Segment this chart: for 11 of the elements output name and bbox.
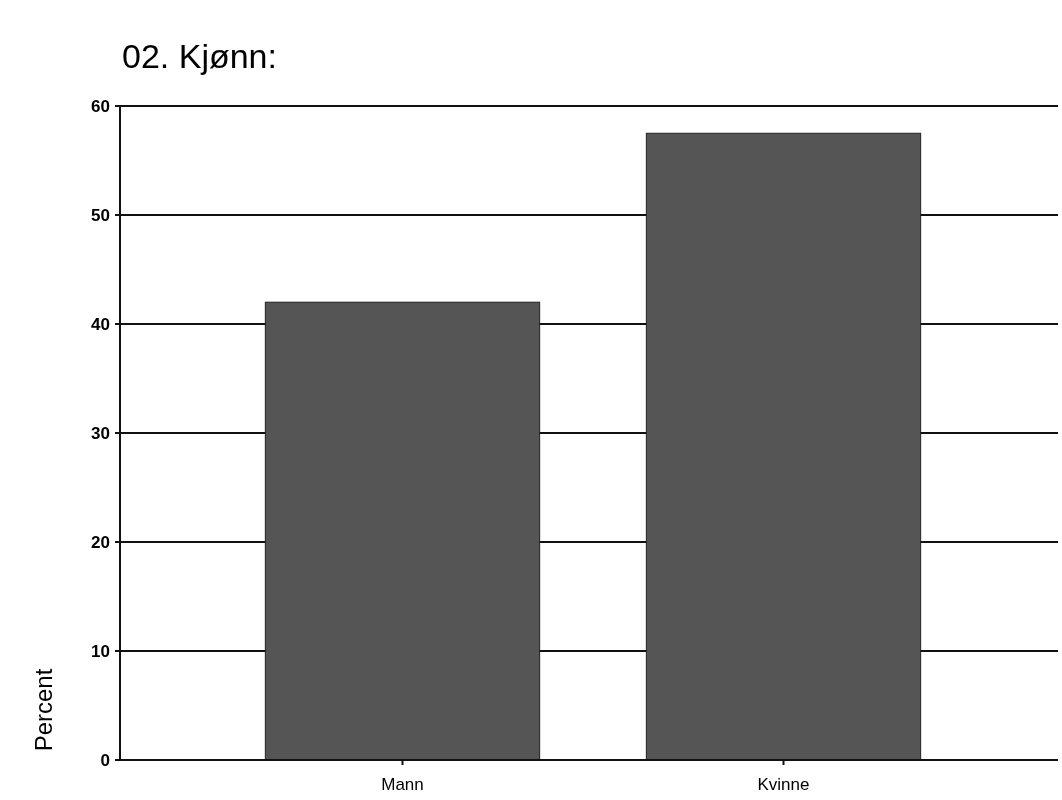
y-tick-label: 40 (91, 314, 110, 334)
y-tick-label: 0 (100, 750, 110, 770)
chart-title: 02. Kjønn: (122, 37, 277, 75)
x-tick-label: Kvinne (757, 775, 810, 794)
y-tick-label: 20 (91, 532, 110, 552)
y-tick-label: 50 (91, 205, 110, 225)
y-axis-title: Percent (30, 668, 57, 752)
y-tick-label: 10 (91, 641, 110, 661)
y-tick-label: 30 (91, 423, 110, 443)
y-tick-label: 60 (91, 96, 110, 116)
x-tick-label: Mann (381, 775, 424, 794)
